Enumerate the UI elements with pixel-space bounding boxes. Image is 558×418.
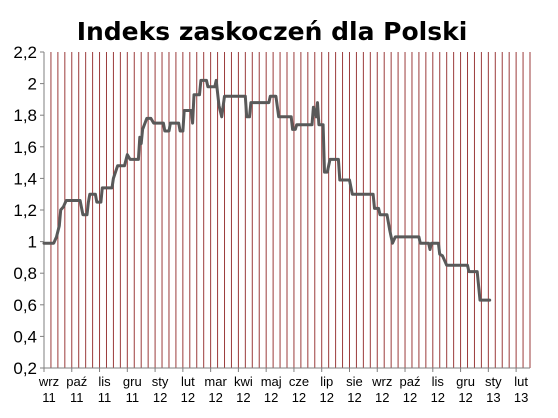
x-tick-label-month: maj bbox=[261, 374, 282, 389]
x-tick-labels: wrz11paź11lis11gru11sty12lut12mar12kwi12… bbox=[38, 374, 528, 405]
y-tick-label: 2,2 bbox=[13, 43, 37, 62]
x-tick-label-month: mar bbox=[204, 374, 227, 389]
grid-lines bbox=[43, 52, 531, 368]
y-tick-label: 1 bbox=[28, 233, 37, 252]
y-tick-label: 0,8 bbox=[13, 264, 37, 283]
x-tick-label-month: sie bbox=[346, 374, 363, 389]
x-tick-label-month: paź bbox=[66, 374, 87, 389]
x-tick-label-year: 11 bbox=[126, 390, 140, 405]
x-tick-label-month: lut bbox=[514, 374, 528, 389]
y-tick-label: 2 bbox=[28, 75, 37, 94]
x-tick-label-month: sty bbox=[485, 374, 502, 389]
x-tick-label-year: 12 bbox=[153, 390, 167, 405]
x-tick-label-year: 13 bbox=[486, 390, 500, 405]
series-layer bbox=[42, 78, 492, 302]
x-tick-label-year: 12 bbox=[236, 390, 250, 405]
x-tick-label-month: sty bbox=[152, 374, 169, 389]
x-tick-label-year: 13 bbox=[514, 390, 528, 405]
y-tick-label: 1,2 bbox=[13, 201, 37, 220]
y-tick-labels: 0,2 0,4 0,6 0,8 1 1,2 1,4 1,6 1,8 2 2,2 bbox=[13, 43, 37, 378]
x-tick-label-year: 12 bbox=[292, 390, 306, 405]
axes bbox=[40, 51, 530, 372]
x-tick-label-month: paź bbox=[400, 374, 421, 389]
series-line bbox=[42, 78, 492, 302]
x-tick-label-year: 12 bbox=[319, 390, 333, 405]
x-tick-label-year: 12 bbox=[375, 390, 389, 405]
x-tick-label-month: gru bbox=[456, 374, 475, 389]
x-tick-label-year: 12 bbox=[431, 390, 445, 405]
x-tick-label-month: lis bbox=[98, 374, 111, 389]
y-tick-label: 1,6 bbox=[13, 138, 37, 157]
x-tick-label-month: kwi bbox=[234, 374, 253, 389]
x-tick-label-month: lis bbox=[432, 374, 445, 389]
y-tick-label: 1,8 bbox=[13, 106, 37, 125]
x-tick-label-year: 11 bbox=[98, 390, 112, 405]
x-tick-label-year: 12 bbox=[181, 390, 195, 405]
y-tick-label: 0,4 bbox=[13, 327, 37, 346]
x-tick-label-month: wrz bbox=[371, 374, 392, 389]
x-tick-label-month: lip bbox=[320, 374, 333, 389]
x-tick-label-year: 11 bbox=[70, 390, 84, 405]
x-tick-label-year: 12 bbox=[403, 390, 417, 405]
x-tick-label-year: 11 bbox=[42, 390, 56, 405]
y-tick-label: 1,4 bbox=[13, 169, 37, 188]
y-tick-label: 0,6 bbox=[13, 296, 37, 315]
y-tick-label: 0,2 bbox=[13, 359, 37, 378]
chart-title: Indeks zaskoczeń dla Polski bbox=[77, 17, 468, 46]
x-tick-label-year: 12 bbox=[347, 390, 361, 405]
x-tick-label-year: 12 bbox=[208, 390, 222, 405]
x-tick-label-month: cze bbox=[289, 374, 309, 389]
x-tick-label-year: 12 bbox=[264, 390, 278, 405]
x-tick-label-year: 12 bbox=[458, 390, 472, 405]
x-tick-label-month: wrz bbox=[38, 374, 59, 389]
x-tick-label-month: lut bbox=[181, 374, 195, 389]
x-tick-label-month: gru bbox=[123, 374, 142, 389]
